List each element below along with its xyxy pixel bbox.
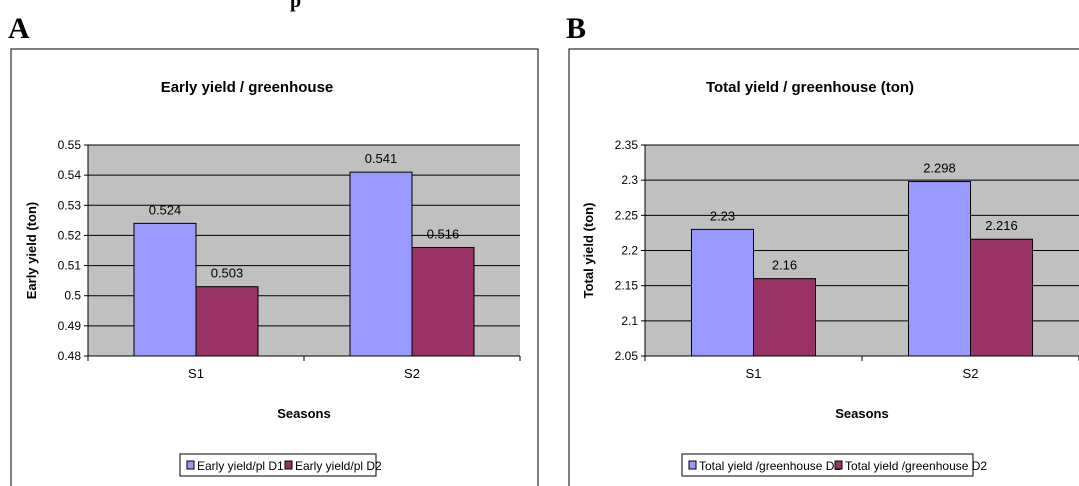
x-tick-label: S2 bbox=[963, 366, 979, 381]
legend-label: Total yield /greenhouse D2 bbox=[845, 459, 987, 473]
x-tick-label: S1 bbox=[188, 366, 204, 381]
y-tick-label: 2.1 bbox=[621, 314, 638, 328]
y-tick-label: 2.35 bbox=[615, 138, 639, 152]
panel-letter-a: A bbox=[8, 12, 30, 45]
y-axis-label: Total yield (ton) bbox=[581, 203, 596, 299]
data-label: 2.216 bbox=[985, 218, 1018, 233]
y-tick-label: 2.25 bbox=[615, 208, 639, 222]
bar bbox=[195, 286, 259, 357]
bar bbox=[691, 228, 754, 357]
chart-a: Early yield / greenhouse 0.48 0.49 0.5 0.51 0… bbox=[10, 48, 539, 486]
data-label: 2.298 bbox=[923, 161, 956, 176]
legend-swatch bbox=[186, 460, 195, 470]
y-tick-label: 2.05 bbox=[615, 349, 639, 363]
data-label: 0.516 bbox=[427, 226, 460, 241]
y-tick-label: 2.15 bbox=[615, 279, 639, 293]
bar bbox=[753, 278, 816, 357]
x-tick-label: S1 bbox=[746, 366, 762, 381]
legend-swatch bbox=[688, 460, 697, 470]
x-tick-label: S2 bbox=[404, 366, 420, 381]
bar bbox=[908, 181, 971, 357]
bar bbox=[970, 238, 1033, 357]
data-label: 0.524 bbox=[149, 202, 182, 217]
chart-title: Total yield / greenhouse (ton) bbox=[706, 79, 914, 96]
bar bbox=[133, 222, 197, 357]
y-tick-label: 0.49 bbox=[58, 319, 82, 333]
x-axis-label: Seasons bbox=[835, 406, 888, 421]
legend-label: Total yield /greenhouse D1 bbox=[699, 459, 841, 473]
y-tick-label: 0.51 bbox=[58, 259, 82, 273]
data-label: 2.16 bbox=[772, 258, 797, 273]
y-tick-label: 0.52 bbox=[58, 228, 82, 242]
bar bbox=[349, 171, 413, 357]
y-tick-label: 2.2 bbox=[621, 244, 638, 258]
y-tick-label: 0.55 bbox=[58, 138, 82, 152]
data-label: 2.23 bbox=[710, 208, 735, 223]
y-tick-label: 0.53 bbox=[58, 198, 82, 212]
legend-box bbox=[179, 453, 377, 477]
legend-swatch bbox=[834, 460, 843, 470]
data-label: 0.503 bbox=[211, 266, 244, 281]
x-axis-label: Seasons bbox=[277, 406, 330, 421]
chart-title: Early yield / greenhouse bbox=[161, 79, 334, 96]
y-tick-label: 0.54 bbox=[58, 168, 82, 182]
bar bbox=[411, 246, 475, 357]
y-tick-label: 0.48 bbox=[58, 349, 82, 363]
data-label: 0.541 bbox=[365, 151, 398, 166]
legend-label: Early yield/pl D1 bbox=[197, 459, 284, 473]
legend-swatch bbox=[284, 460, 293, 470]
legend-box bbox=[681, 453, 974, 477]
y-axis-label: Early yield (ton) bbox=[24, 202, 39, 300]
y-tick-label: 2.3 bbox=[621, 173, 638, 187]
chart-b: Total yield / greenhouse (ton) 2.05 2.1 2.1… bbox=[568, 48, 1079, 486]
legend-label: Early yield/pl D2 bbox=[295, 459, 382, 473]
panel-letter-b: B bbox=[566, 12, 587, 45]
header-partial-text: p bbox=[290, 0, 302, 12]
y-tick-label: 0.5 bbox=[64, 289, 81, 303]
